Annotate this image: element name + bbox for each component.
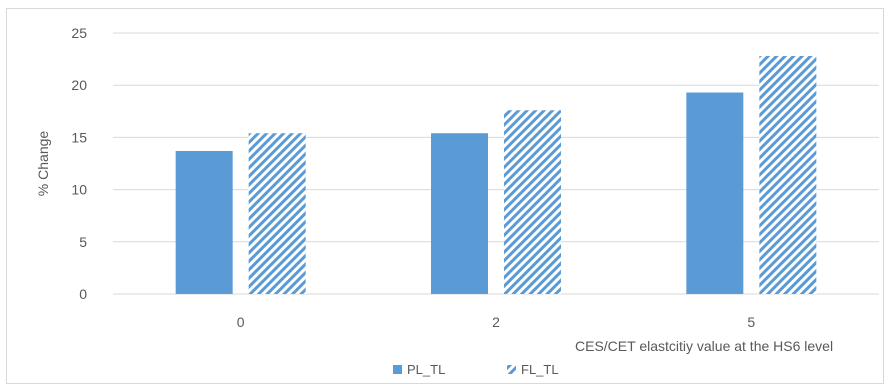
y-tick-label: 25 <box>71 25 87 41</box>
bar-FL_TL-0 <box>248 133 306 294</box>
y-tick-label: 15 <box>71 129 87 145</box>
bar-FL_TL-5 <box>759 55 817 294</box>
x-axis-title: CES/CET elastcitiy value at the HS6 leve… <box>575 338 833 354</box>
bar-PL_TL-2 <box>431 133 488 294</box>
y-tick-label: 5 <box>79 234 87 250</box>
legend-label-PL_TL: PL_TL <box>407 362 445 377</box>
bar-PL_TL-5 <box>686 92 744 295</box>
bar-FL_TL-2 <box>504 110 561 294</box>
x-tick-label: 5 <box>747 314 755 330</box>
bar-PL_TL-0 <box>175 150 233 294</box>
y-tick-labels: 0 5 10 15 20 25 <box>71 25 87 302</box>
legend: PL_TL FL_TL <box>393 362 559 377</box>
legend-label-FL_TL: FL_TL <box>521 362 559 377</box>
y-tick-label: 20 <box>71 77 87 93</box>
y-tick-label: 10 <box>71 182 87 198</box>
x-tick-labels: 0 2 5 <box>237 314 756 330</box>
x-tick-label: 2 <box>492 314 500 330</box>
bars <box>175 55 817 295</box>
y-axis-title: % Change <box>35 131 51 197</box>
legend-swatch-FL_TL <box>507 365 516 374</box>
gridlines <box>113 32 879 295</box>
x-tick-label: 0 <box>237 314 245 330</box>
legend-swatch-PL_TL <box>393 365 402 374</box>
y-tick-label: 0 <box>79 286 87 302</box>
